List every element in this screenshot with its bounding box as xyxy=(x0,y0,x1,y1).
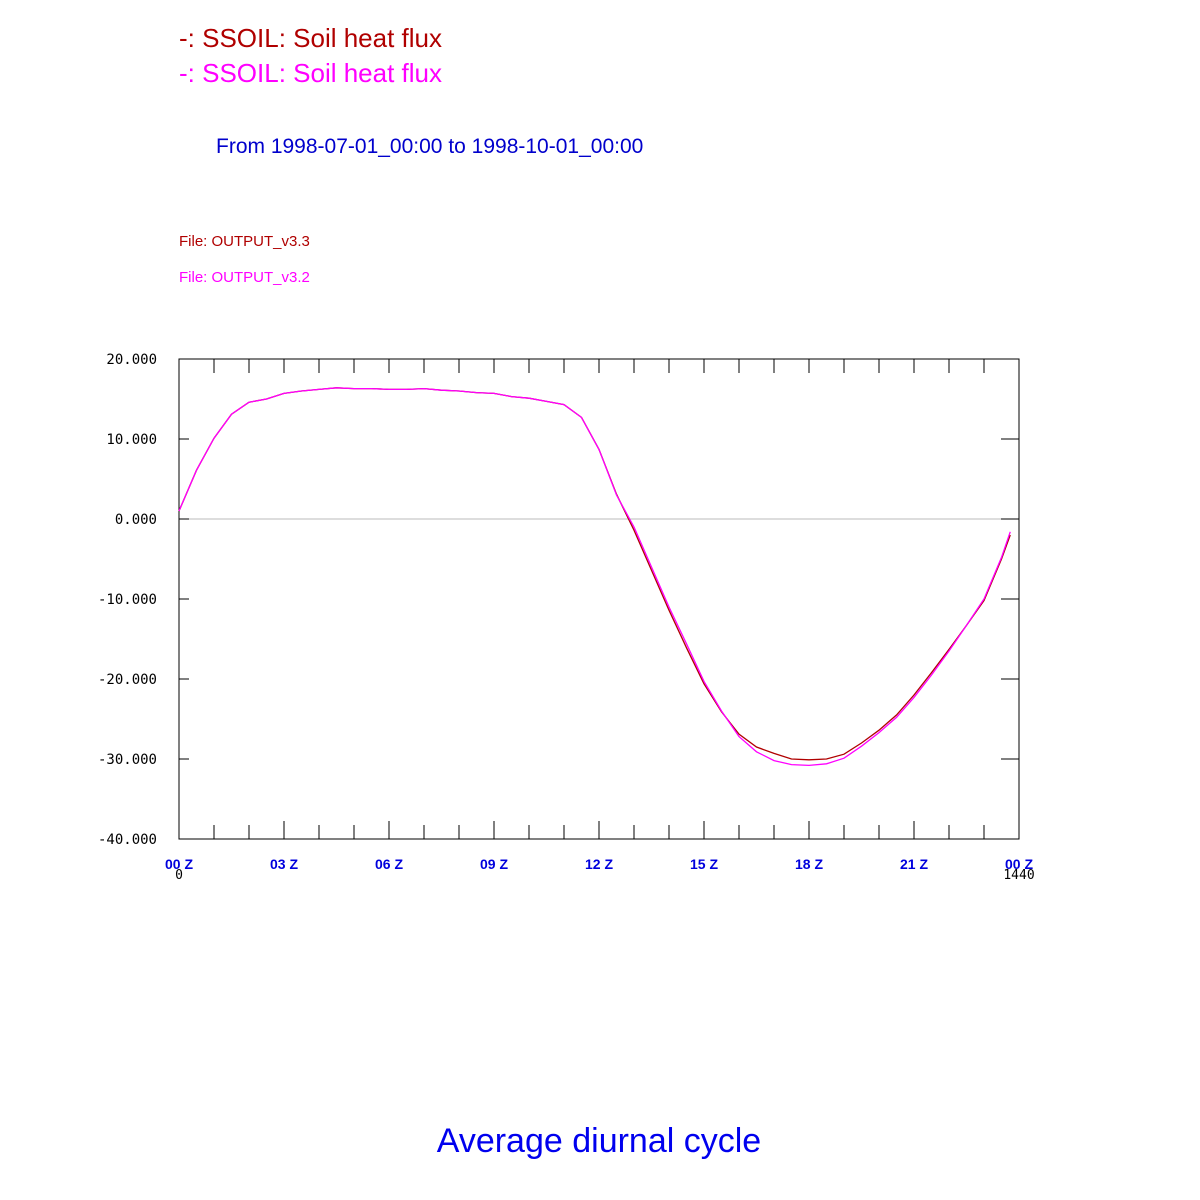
file-label: File: OUTPUT_v3.2 xyxy=(179,269,310,286)
x-range-end: 1440 xyxy=(1003,868,1034,883)
series-line xyxy=(178,387,1011,767)
y-tick-label: 10.000 xyxy=(106,432,157,448)
file-label: File: OUTPUT_v3.3 xyxy=(179,233,310,250)
x-range-start: 0 xyxy=(175,868,183,883)
x-tick-label: 15 Z xyxy=(690,856,718,872)
y-tick-label: -30.000 xyxy=(98,752,157,768)
chart-title: Average diurnal cycle xyxy=(437,1122,761,1160)
x-tick-label: 21 Z xyxy=(900,856,928,872)
legend-entry: -: SSOIL: Soil heat flux xyxy=(179,58,442,88)
x-tick-label: 06 Z xyxy=(375,856,403,872)
x-tick-label: 00 Z xyxy=(165,856,193,872)
x-tick-label: 00 Z xyxy=(1005,856,1033,872)
x-tick-label: 12 Z xyxy=(585,856,613,872)
y-tick-label: -10.000 xyxy=(98,592,157,608)
y-tick-label: 0.000 xyxy=(115,512,157,528)
x-tick-label: 03 Z xyxy=(270,856,298,872)
series-line xyxy=(178,387,1011,761)
plot-frame xyxy=(178,358,1020,840)
chart-subtitle: From 1998-07-01_00:00 to 1998-10-01_00:0… xyxy=(216,135,643,158)
legend-entry: -: SSOIL: Soil heat flux xyxy=(179,23,442,53)
x-tick-label: 09 Z xyxy=(480,856,508,872)
y-tick-label: -20.000 xyxy=(98,672,157,688)
y-tick-label: -40.000 xyxy=(98,832,157,848)
y-tick-label: 20.000 xyxy=(106,352,157,368)
x-tick-label: 18 Z xyxy=(795,856,823,872)
